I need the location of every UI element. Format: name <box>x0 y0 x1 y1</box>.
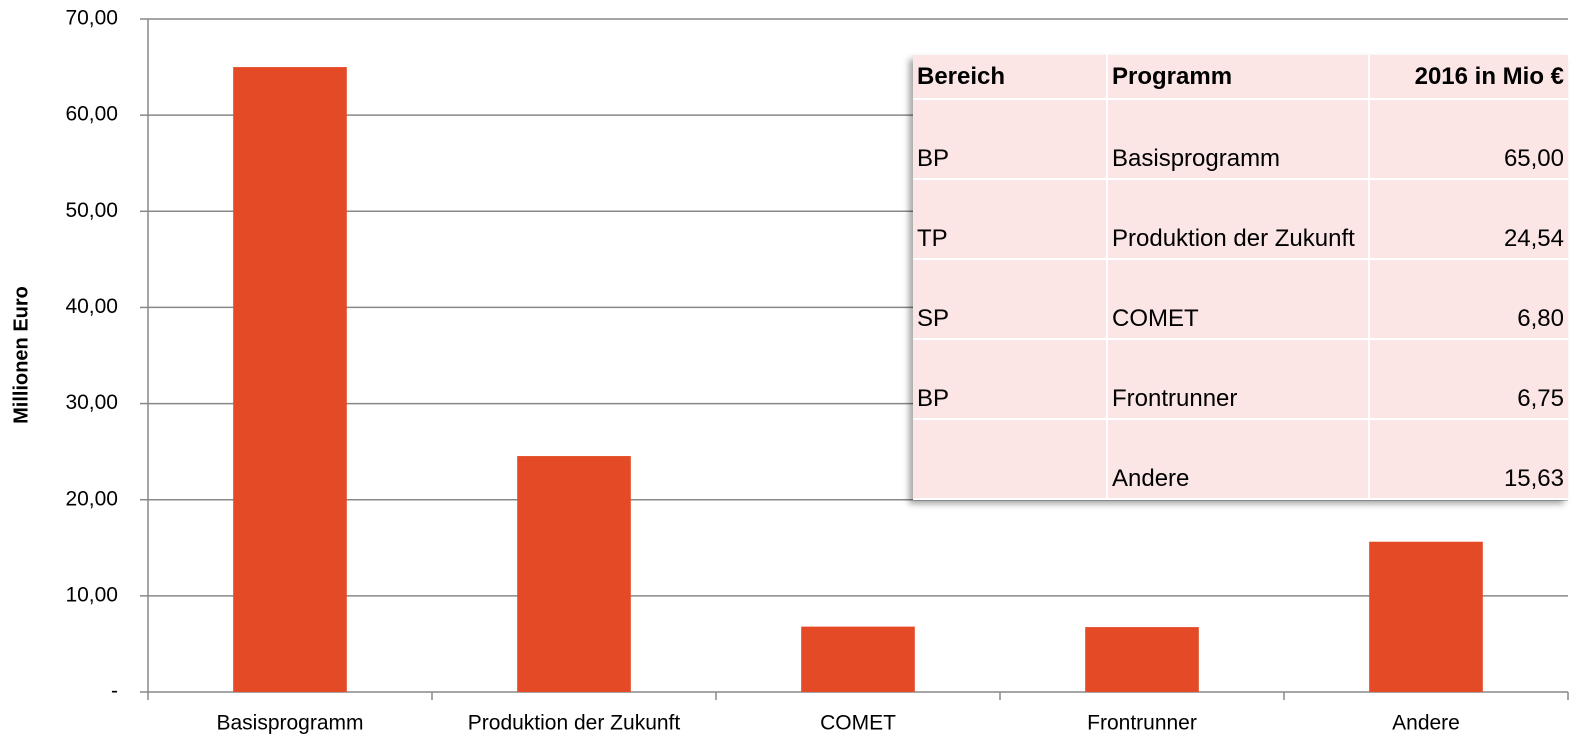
table-cell: Produktion der Zukunft <box>1108 180 1370 258</box>
y-tick-label: 40,00 <box>65 295 118 318</box>
cell-text: Programm <box>1112 62 1233 90</box>
y-tick-label: 50,00 <box>65 199 118 222</box>
x-tick-label: Basisprogramm <box>216 712 363 735</box>
table-cell: 6,75 <box>1370 340 1568 418</box>
table-cell: Bereich <box>913 55 1108 98</box>
data-table: Bereich Programm 2016 in Mio € BP Basisprogr… <box>913 55 1568 500</box>
bar <box>1085 627 1199 692</box>
table-cell: Andere <box>1108 420 1370 498</box>
table-cell: Programm <box>1108 55 1370 98</box>
x-tick-label: Andere <box>1392 712 1460 735</box>
bar <box>1369 541 1483 692</box>
cell-text: COMET <box>1112 304 1199 332</box>
table-cell <box>913 420 1108 498</box>
bar <box>517 456 631 692</box>
cell-text: BP <box>917 144 950 172</box>
cell-text: BP <box>917 384 950 412</box>
cell-text: Frontrunner <box>1112 384 1238 412</box>
table-cell: BP <box>913 340 1108 418</box>
bar <box>801 626 915 692</box>
cell-text: Bereich <box>917 62 1006 90</box>
table-row: Andere 15,63 <box>913 420 1568 500</box>
table-cell: 15,63 <box>1370 420 1568 498</box>
cell-text: 15,63 <box>1503 464 1564 492</box>
cell-text: Andere <box>1112 464 1190 492</box>
y-tick-label: 10,00 <box>65 583 118 606</box>
y-tick-label: 70,00 <box>65 7 118 30</box>
cell-text: 24,54 <box>1503 224 1564 252</box>
cell-text: 6,75 <box>1517 384 1564 412</box>
x-tick-label: Produktion der Zukunft <box>468 712 681 735</box>
y-tick-label: 30,00 <box>65 391 118 414</box>
cell-text: SP <box>917 304 950 332</box>
table-cell: 6,80 <box>1370 260 1568 338</box>
table-row: BP Basisprogramm 65,00 <box>913 100 1568 180</box>
cell-text: 2016 in Mio € <box>1414 62 1564 90</box>
cell-text: TP <box>917 224 948 252</box>
x-tick-label: COMET <box>820 712 896 735</box>
bar <box>233 67 347 693</box>
table-row: SP COMET 6,80 <box>913 260 1568 340</box>
y-axis-title: Millionen Euro <box>10 286 32 424</box>
table-cell: 65,00 <box>1370 100 1568 178</box>
x-tick-label: Frontrunner <box>1087 712 1197 735</box>
table-cell: BP <box>913 100 1108 178</box>
table-row: TP Produktion der Zukunft 24,54 <box>913 180 1568 260</box>
table-cell: COMET <box>1108 260 1370 338</box>
table-row: Bereich Programm 2016 in Mio € <box>913 55 1568 100</box>
table-cell: Frontrunner <box>1108 340 1370 418</box>
cell-text: 65,00 <box>1503 144 1564 172</box>
table-cell: 2016 in Mio € <box>1370 55 1568 98</box>
cell-text: Produktion der Zukunft <box>1112 224 1355 252</box>
cell-text: Basisprogramm <box>1112 144 1281 172</box>
table-cell: Basisprogramm <box>1108 100 1370 178</box>
table-cell: SP <box>913 260 1108 338</box>
y-tick-label: 60,00 <box>65 103 118 126</box>
cell-text: 6,80 <box>1517 304 1564 332</box>
y-tick-label: - <box>111 680 118 703</box>
table-cell: TP <box>913 180 1108 258</box>
y-tick-label: 20,00 <box>65 487 118 510</box>
table-cell: 24,54 <box>1370 180 1568 258</box>
table-row: BP Frontrunner 6,75 <box>913 340 1568 420</box>
